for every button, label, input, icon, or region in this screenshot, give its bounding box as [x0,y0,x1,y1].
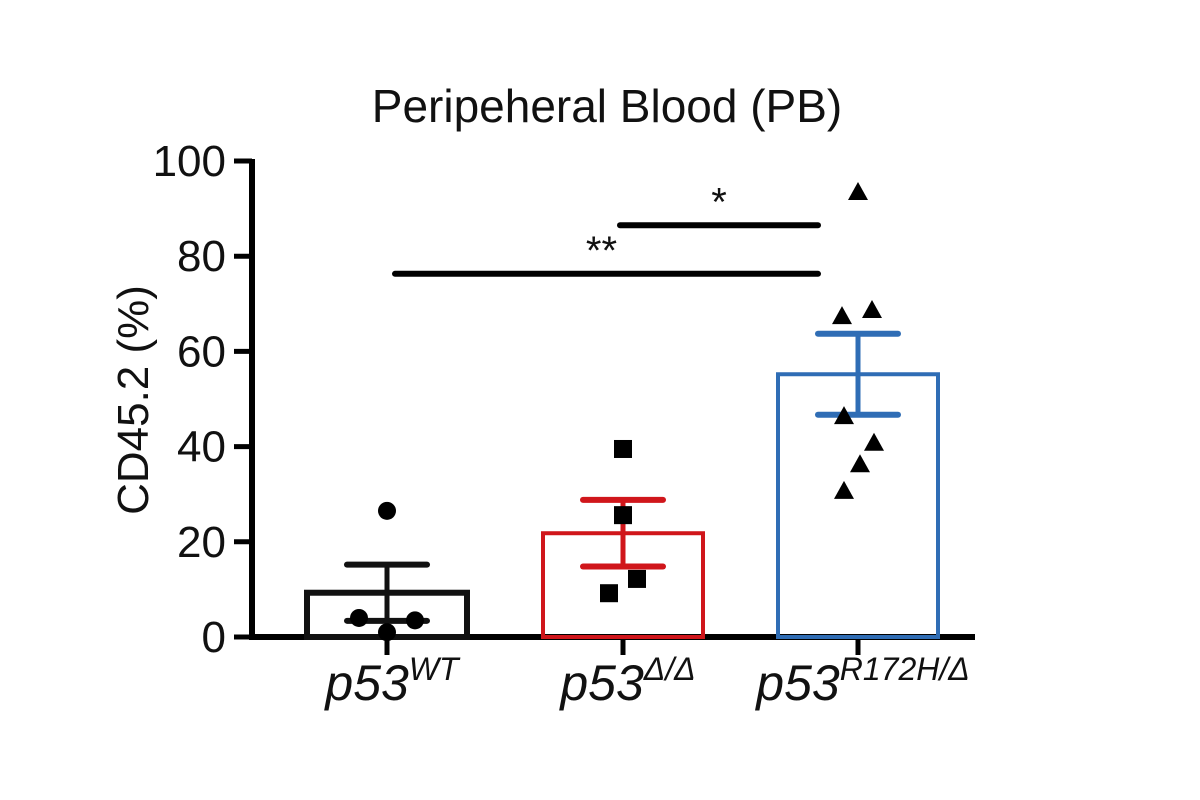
x-label-superscript: Δ/Δ [643,651,696,687]
y-tick-label: 60 [177,327,226,376]
y-axis-label: CD45.2 (%) [109,285,158,515]
data-point [832,306,852,325]
data-point [628,569,646,588]
data-point [614,506,632,525]
data-point [406,611,424,630]
x-label-base: p53 [323,655,409,711]
data-point [350,608,368,627]
y-tick-label: 100 [153,137,226,186]
chart-title: Peripeheral Blood (PB) [372,80,842,132]
data-point [850,454,870,473]
data-point [848,181,868,200]
data-point [864,432,884,451]
data-point [378,623,396,642]
x-tick-label: p53WT [323,651,461,711]
data-point [600,584,618,603]
y-tick-label: 80 [177,232,226,281]
x-label-base: p53 [754,655,840,711]
x-label-superscript: WT [409,651,461,687]
data-point [862,299,882,318]
y-tick-label: 40 [177,423,226,472]
x-label-superscript: R172H/Δ [840,651,970,687]
data-point [378,501,396,520]
data-point [834,406,854,425]
significance-label: ** [586,229,617,273]
data-point [834,480,854,499]
x-tick-label: p53Δ/Δ [558,651,695,711]
y-tick-label: 20 [177,518,226,567]
significance-label: * [711,180,727,224]
x-tick-label: p53R172H/Δ [754,651,969,711]
y-tick-label: 0 [202,613,226,662]
x-label-base: p53 [558,655,644,711]
data-point [614,439,632,458]
